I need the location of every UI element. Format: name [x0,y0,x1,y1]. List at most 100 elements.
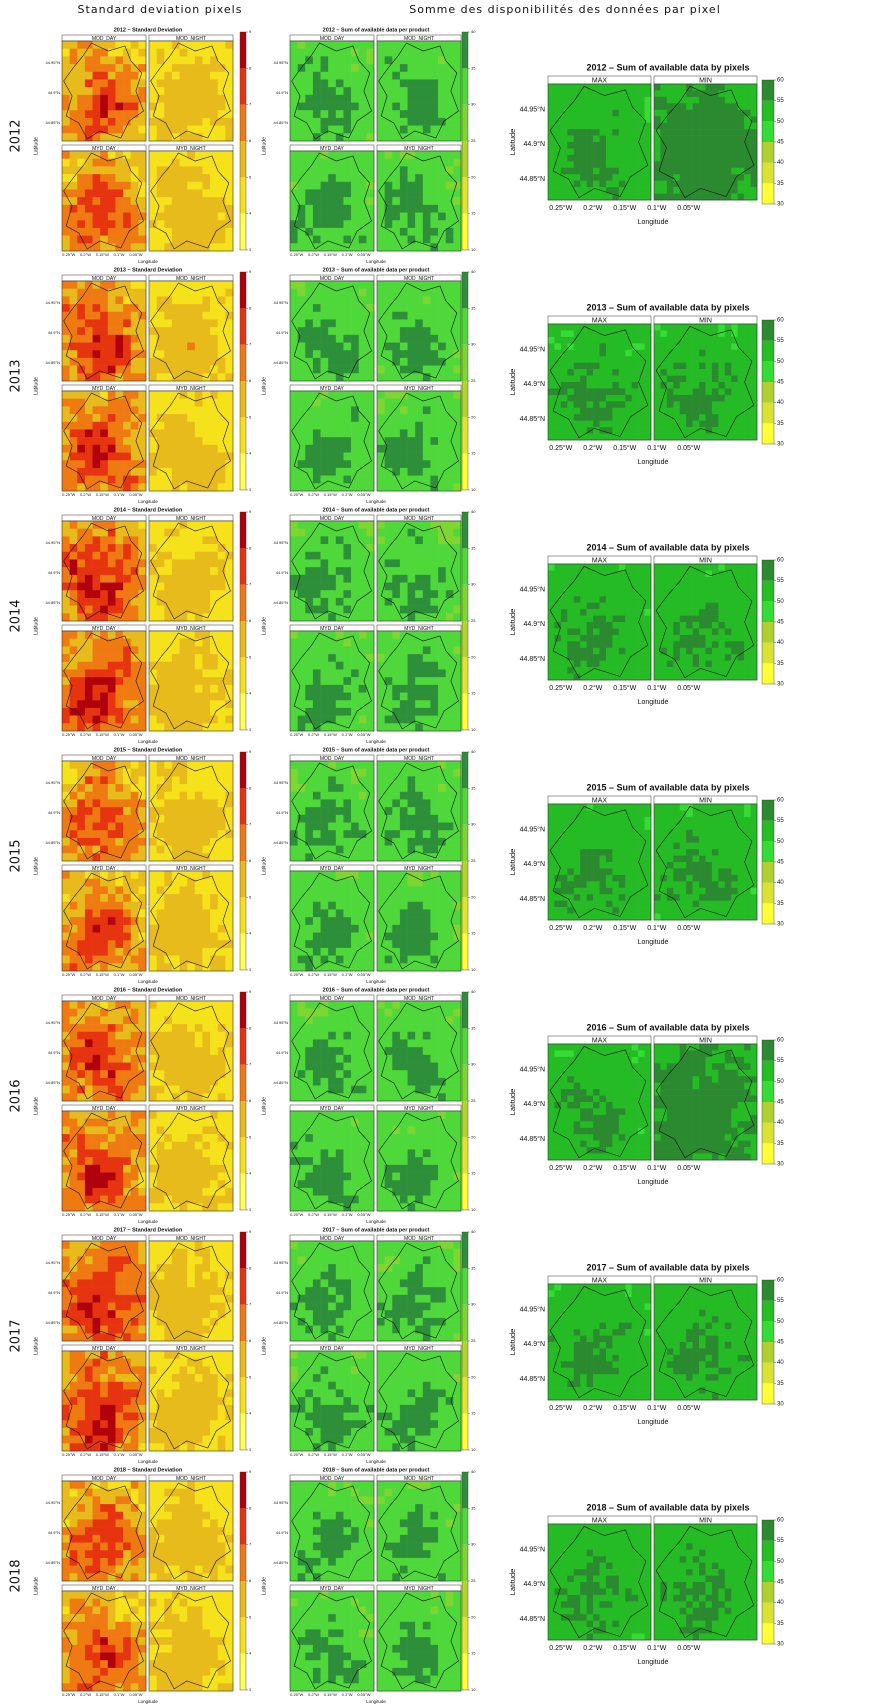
raster-cell [377,181,385,190]
raster-cell [567,388,575,396]
raster-cell [62,281,70,289]
raster-cell [123,350,132,359]
raster-cell [217,460,226,469]
raster-cell [179,288,188,297]
raster-cell [351,551,360,560]
raster-cell [399,646,408,655]
raster-cell [731,375,738,383]
raster-cell [123,654,132,663]
raster-cell [217,288,226,297]
raster-cell [638,388,645,396]
raster-cell [605,135,613,143]
raster-cell [107,79,116,88]
raster-cell [107,528,116,537]
raster-cell [107,536,116,545]
raster-cell [92,483,101,492]
raster-cell [384,304,393,313]
raster-cell [130,700,139,709]
lon-tick-label: 0.1°W [647,444,667,452]
raster-cell [217,700,226,709]
raster-cell [312,567,321,576]
raster-cell [62,288,70,297]
raster-cell [138,406,147,415]
raster-cell [351,421,360,430]
raster-cell [399,166,408,175]
raster-cell [744,90,751,98]
raster-cell [179,715,188,724]
raster-cell [358,197,367,206]
raster-cell [179,189,188,198]
raster-cell [217,544,226,553]
raster-cell [644,103,652,111]
raster-cell [156,102,165,111]
raster-cell [399,288,408,297]
raster-cell [107,94,116,103]
raster-cell [750,433,758,441]
raster-cell [312,483,321,492]
raster-cell [392,87,401,96]
raster-cell [138,669,147,678]
raster-cell [217,429,226,438]
raster-cell [149,79,157,88]
raster-cell [718,109,726,117]
raster-cell [164,567,173,576]
raster-cell [737,343,745,351]
raster-cell [328,654,337,663]
raster-cell [123,133,132,142]
raster-cell [407,467,416,476]
raster-cell [358,692,367,701]
raster-cell [335,521,344,529]
raster-cell [605,401,613,409]
raster-cell [187,536,196,545]
raster-cell [123,41,132,49]
raster-cell [171,350,180,359]
raster-cell [217,220,226,229]
raster-cell [115,437,124,446]
raster-cell [686,382,693,389]
raster-cell [438,613,447,622]
colorbar-segment [462,548,468,585]
raster-cell [92,654,101,663]
raster-cell [225,373,234,382]
raster-cell [392,110,401,119]
raster-cell [328,197,337,206]
raster-cell [290,281,298,289]
raster-cell [631,414,639,421]
raster-cell [422,429,431,438]
raster-cell [194,174,203,183]
raster-cell [187,197,196,206]
raster-cell [123,692,132,701]
raster-cell [194,102,203,111]
raster-cell [225,669,234,678]
raster-cell [107,334,116,343]
colorbar-label: 4 [249,211,252,216]
raster-cell [453,181,462,190]
raster-cell [217,669,226,678]
colorbar-segment [240,621,246,658]
raster-cell [573,407,581,415]
raster-cell [328,700,337,709]
raster-cell [77,48,86,57]
raster-cell [430,350,439,359]
colorbar-segment [462,177,468,214]
raster-cell [377,669,385,678]
raster-cell [366,319,375,328]
raster-cell [92,174,101,183]
raster-cell [438,654,447,663]
raster-cell [171,414,180,423]
raster-cell [305,551,314,560]
raster-cell [750,109,758,117]
raster-cell [567,103,575,111]
colorbar-label: 45 [777,140,784,146]
raster-cell [305,669,314,678]
raster-cell [62,227,70,236]
raster-cell [62,334,70,343]
raster-cell [586,161,594,169]
raster-cell [392,700,401,709]
raster-cell [164,536,173,545]
raster-cell [115,235,124,244]
raster-cell [415,220,424,229]
raster-cell [187,590,196,599]
raster-cell [164,125,173,134]
raster-cell [171,707,180,716]
